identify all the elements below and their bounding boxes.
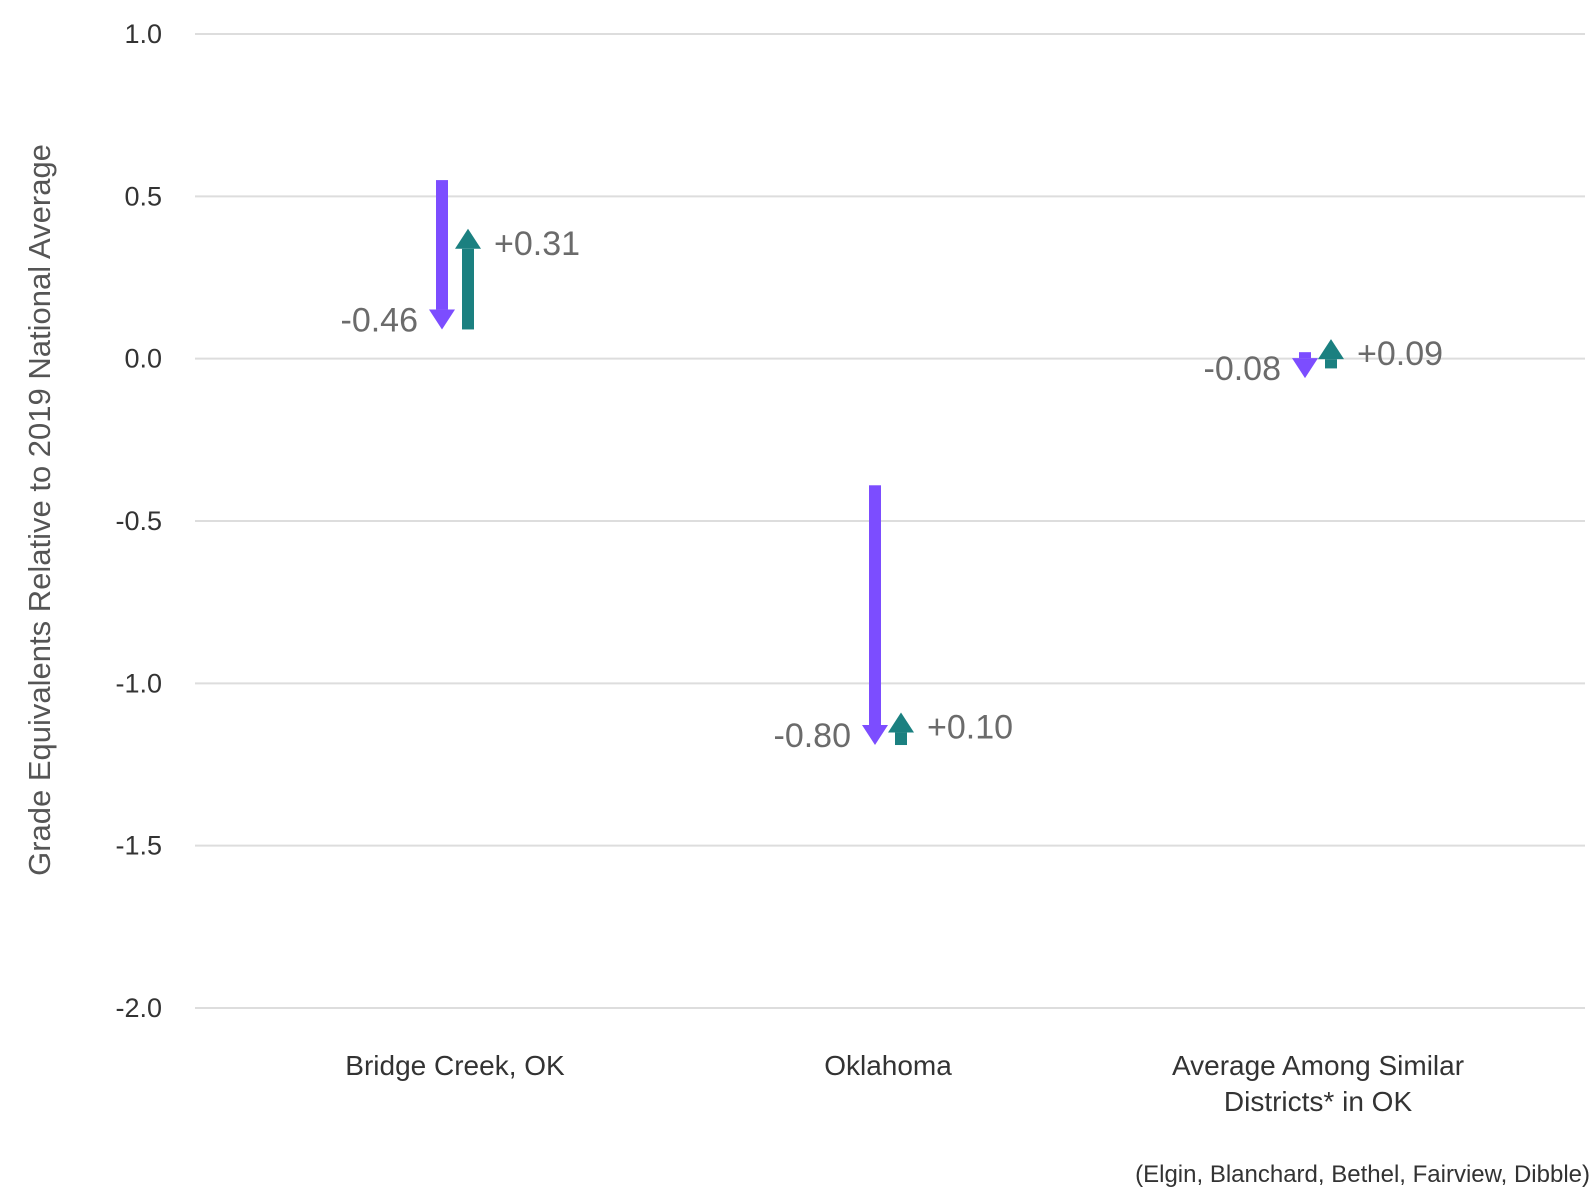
recovery-value-label: +0.10 bbox=[927, 709, 1013, 747]
arrow-shaft bbox=[1325, 359, 1337, 369]
y-tick-label: 1.0 bbox=[124, 19, 162, 49]
footnote: (Elgin, Blanchard, Bethel, Fairview, Dib… bbox=[1135, 1161, 1590, 1188]
arrow-marks bbox=[429, 180, 1344, 746]
arrow-head bbox=[1292, 358, 1318, 379]
arrow-head bbox=[455, 228, 481, 249]
y-tick-label: 0.5 bbox=[124, 181, 162, 211]
category-label: Districts* in OK bbox=[1224, 1086, 1413, 1117]
arrow-shaft bbox=[462, 248, 474, 330]
arrow-head bbox=[429, 309, 455, 330]
decline-arrow bbox=[1292, 352, 1318, 379]
y-tick-label: -1.5 bbox=[115, 831, 162, 861]
recovery-value-label: +0.31 bbox=[494, 225, 580, 263]
arrow-shaft bbox=[869, 485, 881, 726]
y-axis-ticks: 1.0 0.5 0.0 -0.5 -1.0 -1.5 -2.0 bbox=[115, 19, 162, 1023]
decline-value-label: -0.08 bbox=[1204, 350, 1282, 388]
y-tick-label: 0.0 bbox=[124, 344, 162, 374]
arrow-head bbox=[862, 725, 888, 746]
y-tick-label: -1.0 bbox=[115, 668, 162, 698]
arrow-shaft bbox=[436, 180, 448, 310]
recovery-value-label: +0.09 bbox=[1357, 335, 1443, 373]
decline-arrow bbox=[862, 485, 888, 746]
arrow-shaft bbox=[895, 732, 907, 746]
category-label: Bridge Creek, OK bbox=[345, 1050, 565, 1081]
category-label: Oklahoma bbox=[824, 1050, 952, 1081]
arrow-head bbox=[1318, 339, 1344, 360]
recovery-arrow bbox=[888, 712, 914, 746]
decline-value-label: -0.46 bbox=[341, 301, 419, 339]
y-tick-label: -2.0 bbox=[115, 993, 162, 1023]
recovery-arrow bbox=[1318, 339, 1344, 369]
x-axis-categories: Bridge Creek, OK Oklahoma Average Among Si… bbox=[345, 1050, 1464, 1117]
value-labels: -0.46 -0.80 -0.08 +0.31 +0.10 +0.09 bbox=[341, 225, 1444, 755]
category-label: Average Among Similar bbox=[1172, 1050, 1464, 1081]
gridlines bbox=[195, 33, 1585, 1009]
arrow-shaft bbox=[1299, 352, 1311, 359]
arrow-head bbox=[888, 712, 914, 733]
decline-value-label: -0.80 bbox=[774, 717, 852, 755]
recovery-arrow bbox=[455, 228, 481, 330]
decline-arrow bbox=[429, 180, 455, 330]
y-tick-label: -0.5 bbox=[115, 506, 162, 536]
y-axis-title: Grade Equivalents Relative to 2019 Natio… bbox=[22, 144, 57, 876]
